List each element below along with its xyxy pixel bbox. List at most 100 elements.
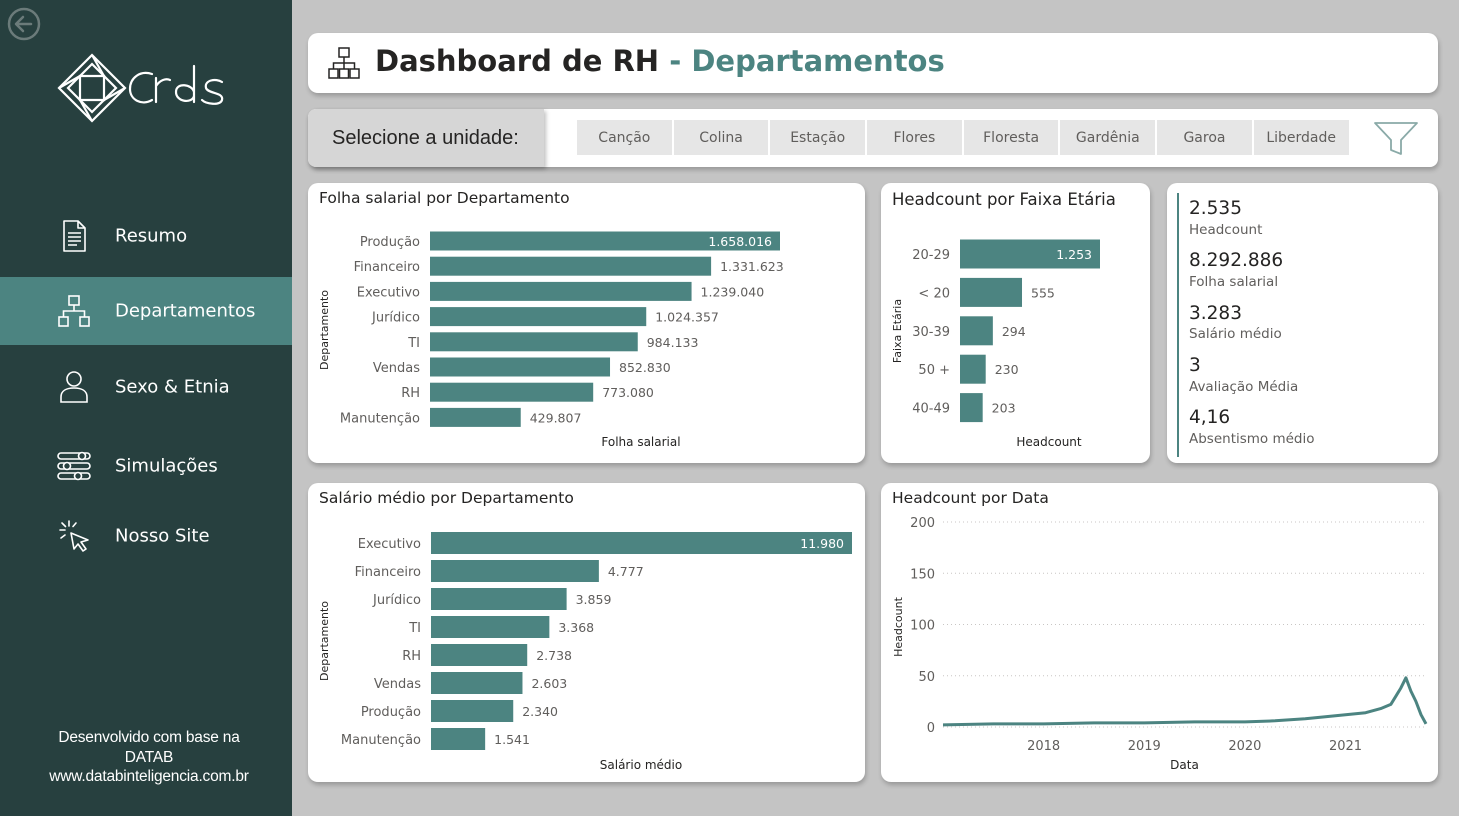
category-tick-label: 50 +	[918, 363, 950, 378]
bar	[431, 588, 567, 610]
unit-option[interactable]: Colina	[673, 120, 769, 155]
back-arrow-icon[interactable]	[6, 6, 42, 42]
category-tick-label: Produção	[361, 705, 421, 720]
kpi-label: Absentismo médio	[1189, 431, 1315, 447]
y-axis-label: Departamento	[318, 290, 331, 370]
data-label: 203	[992, 401, 1016, 416]
page-title-subtitle: Departamentos	[691, 44, 945, 78]
bar	[430, 281, 692, 301]
data-label: 852.830	[619, 360, 671, 375]
data-label: 429.807	[530, 410, 582, 425]
org-chart-icon	[58, 295, 90, 327]
nav-item-nosso-site[interactable]: Nosso Site	[0, 502, 292, 570]
category-tick-label: < 20	[918, 286, 950, 301]
unit-option[interactable]: Floresta	[963, 120, 1059, 155]
bar	[430, 231, 780, 251]
company-logo	[57, 53, 224, 123]
filter-label: Selecione a unidade:	[308, 109, 544, 167]
page-title-separator: -	[669, 44, 682, 78]
bar	[430, 307, 647, 327]
unit-filter-bar: Selecione a unidade: Canção Colina Estaç…	[308, 109, 1438, 167]
data-label: 1.253	[1056, 247, 1092, 262]
credits-line: Desenvolvido com base na	[58, 729, 240, 746]
category-tick-label: Vendas	[373, 361, 420, 376]
bar	[430, 256, 712, 276]
kpi-label: Salário médio	[1189, 326, 1282, 342]
y-axis-label: Departamento	[318, 601, 331, 681]
data-label: 11.980	[800, 536, 844, 551]
data-label: 1.658.016	[708, 234, 772, 249]
kpi-label: Avaliação Média	[1189, 379, 1299, 395]
unit-option[interactable]: Flores	[867, 120, 962, 155]
nav-label: Nosso Site	[115, 525, 210, 547]
data-label: 2.603	[531, 676, 567, 691]
bar	[960, 393, 983, 423]
data-label: 555	[1031, 285, 1055, 300]
nav-item-sexo-etnia[interactable]: Sexo & Etnia	[0, 353, 292, 421]
x-tick-label: 2021	[1329, 739, 1362, 754]
org-chart-icon	[328, 47, 360, 79]
data-label: 1.541	[494, 732, 530, 747]
headcount-faixa-chart-card: Headcount por Faixa Etária 20-29 1.253 < 2…	[881, 183, 1150, 463]
chart-title: Headcount por Faixa Etária	[892, 190, 1116, 209]
nav-item-resumo[interactable]: Resumo	[0, 202, 292, 270]
folha-salarial-chart-card: Folha salarial por Departamento Produção…	[308, 183, 865, 463]
page-title-main: Dashboard de RH	[375, 44, 660, 78]
kpi-value: 3	[1189, 355, 1201, 376]
bar	[431, 560, 599, 582]
data-label: 230	[995, 362, 1019, 377]
x-tick-label: 2020	[1228, 739, 1261, 754]
bar	[960, 316, 993, 346]
category-tick-label: 40-49	[912, 402, 950, 417]
nav-label: Departamentos	[115, 300, 256, 322]
nav-item-departamentos[interactable]: Departamentos	[0, 277, 292, 345]
headcount-faixa-chart: 20-29 1.253 < 20 555 30-39 294 50 + 230 40-49 203…	[891, 239, 1100, 449]
salario-medio-chart-card: Salário médio por Departamento Executivo…	[308, 483, 865, 782]
y-tick-label: 150	[910, 567, 935, 582]
category-tick-label: Financeiro	[355, 565, 421, 580]
unit-option[interactable]: Canção	[577, 120, 672, 155]
nav-item-simulacoes[interactable]: Simulações	[0, 432, 292, 500]
series-line	[942, 676, 1428, 727]
x-tick-label: 2018	[1027, 739, 1060, 754]
kpi-accent-bar	[1177, 193, 1179, 457]
kpi-value: 4,16	[1189, 407, 1231, 428]
category-tick-label: Vendas	[374, 677, 421, 692]
data-label: 294	[1002, 324, 1026, 339]
unit-slicer: Canção Colina Estação Flores Floresta Ga…	[577, 120, 1349, 155]
y-tick-label: 0	[927, 721, 935, 736]
data-label: 1.239.040	[701, 284, 765, 299]
kpi-value: 2.535	[1189, 198, 1242, 219]
folha-salarial-chart: Produção 1.658.016 Financeiro 1.331.623 Exec…	[318, 231, 784, 449]
credits-link[interactable]: www.databinteligencia.com.br	[49, 768, 249, 785]
unit-option[interactable]: Garoa	[1157, 120, 1252, 155]
page-header: Dashboard de RH - Departamentos	[308, 33, 1438, 93]
unit-option[interactable]: Estação	[770, 120, 866, 155]
data-label: 1.024.357	[655, 310, 719, 325]
kpi-label: Folha salarial	[1189, 274, 1279, 290]
sliders-icon	[57, 451, 91, 481]
x-axis-label: Folha salarial	[601, 435, 680, 449]
nav-label: Resumo	[115, 225, 188, 247]
category-tick-label: Financeiro	[354, 260, 420, 275]
kpi-value: 3.283	[1189, 303, 1242, 324]
category-tick-label: Jurídico	[372, 593, 421, 608]
document-icon	[63, 220, 86, 252]
credits: Desenvolvido com base na DATAB www.datab…	[0, 728, 298, 787]
kpi-label: Headcount	[1189, 222, 1263, 238]
bar	[960, 239, 1100, 269]
chart-title: Headcount por Data	[892, 489, 1049, 507]
bar	[431, 700, 514, 722]
y-tick-label: 50	[918, 670, 935, 685]
bar	[960, 354, 986, 384]
salario-medio-chart: Executivo 11.980 Financeiro 4.777 Jurídico 3.…	[318, 532, 852, 772]
y-tick-label: 200	[910, 516, 935, 531]
unit-option[interactable]: Gardênia	[1060, 120, 1156, 155]
unit-option[interactable]: Liberdade	[1253, 120, 1349, 155]
bar	[431, 616, 550, 638]
bar	[431, 728, 486, 750]
funnel-icon[interactable]	[1372, 119, 1420, 159]
data-label: 773.080	[602, 385, 654, 400]
category-tick-label: 30-39	[912, 325, 950, 340]
category-tick-label: TI	[407, 336, 420, 351]
